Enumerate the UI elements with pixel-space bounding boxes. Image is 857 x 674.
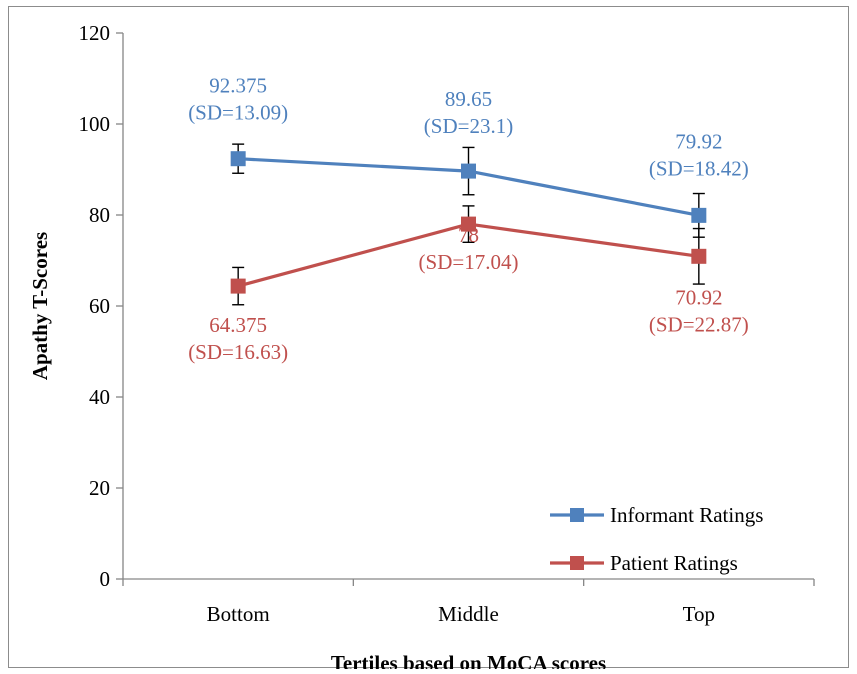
x-axis-title: Tertiles based on MoCA scores — [331, 651, 606, 669]
data-point-marker — [691, 248, 707, 264]
data-point-marker — [461, 163, 476, 179]
data-point-marker — [230, 278, 246, 294]
data-label: 92.375 (SD=13.09) — [188, 74, 288, 125]
x-tick-label: Bottom — [207, 602, 270, 626]
data-label: 64.375 (SD=16.63) — [188, 313, 288, 364]
legend-marker — [570, 556, 584, 570]
series-markers — [230, 151, 707, 294]
legend: Informant Ratings Patient Ratings — [550, 503, 763, 575]
y-tick-label: 100 — [79, 112, 111, 136]
y-tick-label: 40 — [89, 385, 110, 409]
x-tick-label: Top — [683, 602, 715, 626]
data-label: 70.92 (SD=22.87) — [649, 285, 749, 336]
data-point-marker — [691, 207, 707, 223]
y-tick-label: 0 — [100, 567, 111, 591]
data-label: 89.65 (SD=23.1) — [424, 87, 513, 138]
x-tick-label: Middle — [438, 602, 499, 626]
data-point-marker — [461, 216, 476, 232]
y-tick-label: 20 — [89, 476, 110, 500]
data-labels: 92.375 (SD=13.09) 89.65 (SD=23.1) 79.92 (SD=1… — [188, 74, 749, 364]
y-axis-title: Apathy T-Scores — [28, 232, 52, 380]
data-label: 78 (SD=17.04) — [419, 223, 519, 274]
legend-label: Informant Ratings — [610, 503, 763, 527]
line-chart: 0 20 40 60 80 100 120 Bottom Middle Top 92.375 (SD… — [28, 21, 815, 674]
y-tick-label: 80 — [89, 203, 110, 227]
legend-marker — [570, 508, 584, 522]
chart-frame: 0 20 40 60 80 100 120 Bottom Middle Top 92.375 (SD… — [8, 6, 849, 674]
data-label: 79.92 (SD=18.42) — [649, 129, 749, 180]
data-point-marker — [230, 151, 246, 167]
legend-label: Patient Ratings — [610, 551, 738, 575]
axes: 0 20 40 60 80 100 120 Bottom Middle Top — [79, 21, 815, 626]
y-tick-label: 60 — [89, 294, 110, 318]
y-tick-label: 120 — [79, 21, 111, 45]
